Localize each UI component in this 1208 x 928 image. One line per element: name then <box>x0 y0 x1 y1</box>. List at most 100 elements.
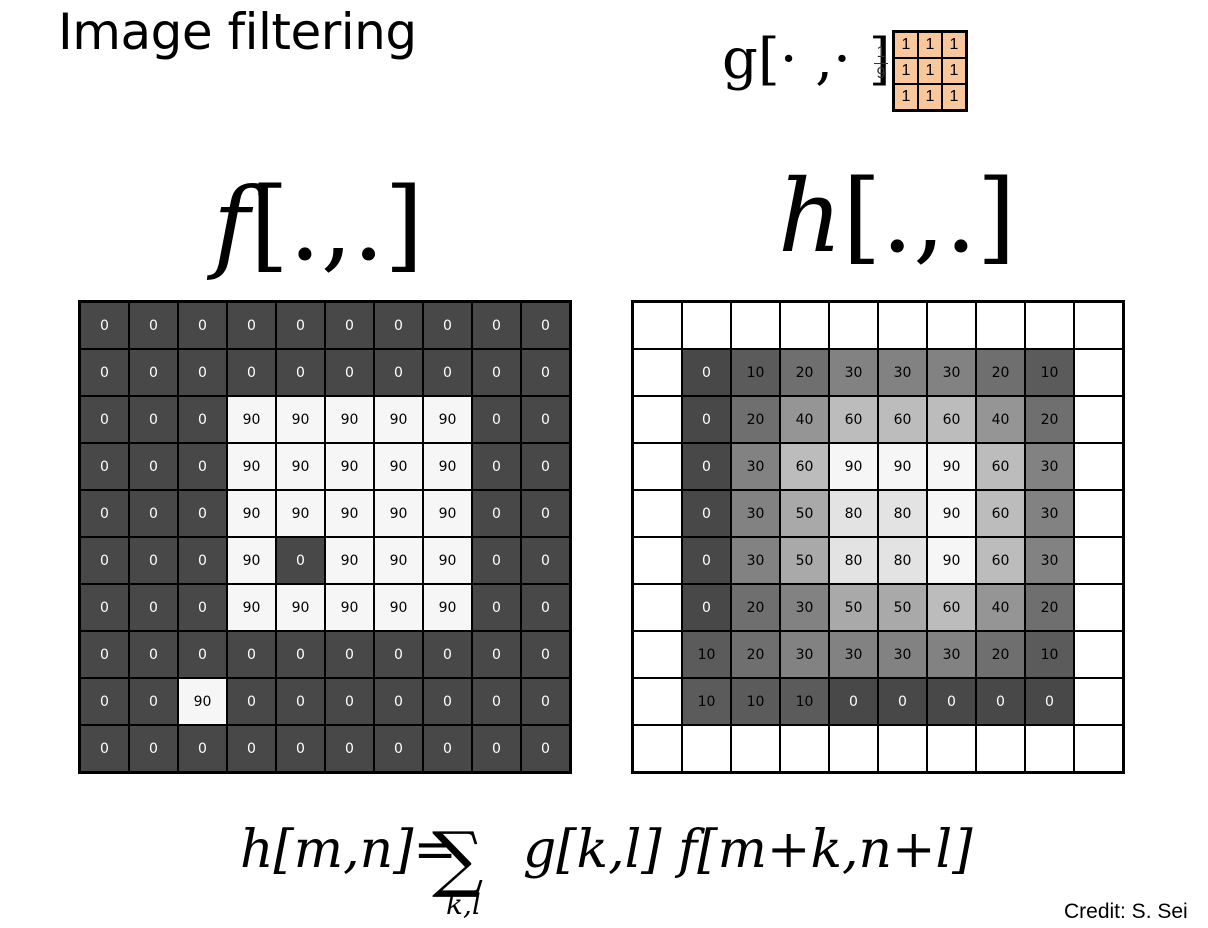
input-cell: 0 <box>521 678 570 725</box>
h-args: [.,.] <box>842 158 1016 275</box>
output-cell <box>633 490 682 537</box>
output-cell: 10 <box>1025 631 1074 678</box>
output-cell: 30 <box>1025 537 1074 584</box>
output-cell <box>780 302 829 349</box>
input-cell: 0 <box>178 443 227 490</box>
output-cell: 0 <box>682 537 731 584</box>
input-cell: 90 <box>423 537 472 584</box>
input-cell: 0 <box>178 396 227 443</box>
kernel-cell: 1 <box>919 59 941 83</box>
input-cell: 0 <box>129 443 178 490</box>
input-cell: 0 <box>276 302 325 349</box>
input-cell: 0 <box>472 678 521 725</box>
output-cell <box>1074 349 1123 396</box>
output-cell <box>780 725 829 772</box>
output-cell <box>927 725 976 772</box>
output-cell: 30 <box>878 349 927 396</box>
input-cell: 90 <box>325 443 374 490</box>
input-cell: 0 <box>472 584 521 631</box>
input-cell: 0 <box>521 349 570 396</box>
formula-lhs: h[m,n] <box>240 820 414 880</box>
output-cell: 60 <box>780 443 829 490</box>
output-cell: 0 <box>682 396 731 443</box>
output-cell <box>1074 537 1123 584</box>
output-cell <box>829 302 878 349</box>
input-cell: 90 <box>325 537 374 584</box>
input-cell: 0 <box>521 302 570 349</box>
output-cell: 90 <box>878 443 927 490</box>
kernel-cell: 1 <box>895 59 917 83</box>
input-cell: 90 <box>325 490 374 537</box>
input-cell: 0 <box>472 631 521 678</box>
kernel-cell: 1 <box>919 85 941 109</box>
input-cell: 0 <box>423 302 472 349</box>
output-cell: 50 <box>780 490 829 537</box>
output-cell <box>1074 631 1123 678</box>
output-cell: 30 <box>878 631 927 678</box>
output-cell: 10 <box>1025 349 1074 396</box>
output-cell: 90 <box>927 490 976 537</box>
output-cell: 90 <box>927 443 976 490</box>
output-cell <box>633 443 682 490</box>
output-cell: 60 <box>878 396 927 443</box>
output-cell: 30 <box>1025 490 1074 537</box>
output-cell: 0 <box>682 584 731 631</box>
input-cell: 0 <box>80 631 129 678</box>
input-cell: 0 <box>423 631 472 678</box>
output-cell <box>976 302 1025 349</box>
input-cell: 0 <box>521 443 570 490</box>
output-cell: 90 <box>927 537 976 584</box>
sum-symbol: ∑ <box>432 816 484 900</box>
input-cell: 0 <box>129 725 178 772</box>
output-cell <box>927 302 976 349</box>
slide-title: Image filtering <box>58 3 417 61</box>
input-cell: 0 <box>80 537 129 584</box>
input-cell: 0 <box>80 443 129 490</box>
input-cell: 0 <box>374 678 423 725</box>
output-cell: 40 <box>780 396 829 443</box>
input-cell: 0 <box>276 349 325 396</box>
input-cell: 0 <box>374 349 423 396</box>
input-cell: 0 <box>472 396 521 443</box>
input-cell: 0 <box>80 678 129 725</box>
output-cell: 30 <box>731 537 780 584</box>
input-cell: 90 <box>227 584 276 631</box>
output-cell: 20 <box>976 631 1025 678</box>
input-cell: 90 <box>374 584 423 631</box>
output-cell: 60 <box>927 584 976 631</box>
output-cell <box>682 725 731 772</box>
kernel-cell: 1 <box>943 85 965 109</box>
output-cell: 0 <box>682 349 731 396</box>
output-cell <box>731 302 780 349</box>
output-cell <box>878 725 927 772</box>
output-cell: 20 <box>1025 396 1074 443</box>
output-cell <box>878 302 927 349</box>
output-cell <box>829 725 878 772</box>
output-cell: 10 <box>731 678 780 725</box>
input-cell: 0 <box>276 678 325 725</box>
output-cell: 60 <box>976 537 1025 584</box>
input-cell: 0 <box>276 631 325 678</box>
output-cell <box>731 725 780 772</box>
input-cell: 0 <box>423 725 472 772</box>
output-cell: 90 <box>829 443 878 490</box>
output-cell <box>633 349 682 396</box>
output-cell <box>682 302 731 349</box>
output-cell: 50 <box>829 584 878 631</box>
input-cell: 0 <box>178 725 227 772</box>
input-cell: 0 <box>80 490 129 537</box>
input-cell: 0 <box>80 349 129 396</box>
f-label: f[.,.] <box>213 170 423 280</box>
output-cell: 30 <box>731 490 780 537</box>
kernel-cell: 1 <box>943 59 965 83</box>
output-cell <box>1025 302 1074 349</box>
input-cell: 0 <box>129 302 178 349</box>
output-cell: 60 <box>927 396 976 443</box>
output-cell <box>1074 725 1123 772</box>
output-cell <box>633 725 682 772</box>
output-cell: 10 <box>780 678 829 725</box>
input-cell: 0 <box>472 349 521 396</box>
kernel-label: g[· ,· ] <box>722 27 891 92</box>
input-cell: 0 <box>129 584 178 631</box>
input-cell: 0 <box>325 631 374 678</box>
